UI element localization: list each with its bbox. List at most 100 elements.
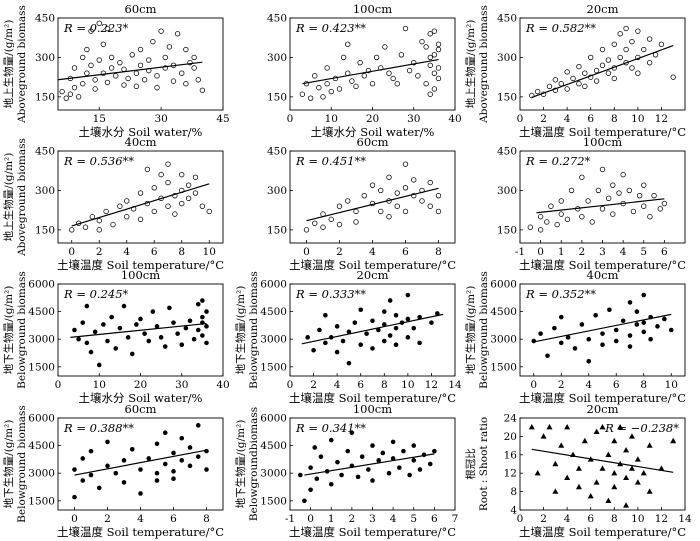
y-axis-label-en: Aboveground biomass <box>478 5 490 124</box>
data-point <box>183 325 189 331</box>
x-tick-label: 10 <box>203 246 216 258</box>
data-point <box>298 472 303 478</box>
y-tick-label: 8 <box>510 486 517 498</box>
x-tick-label: 6 <box>613 379 620 391</box>
data-point <box>386 470 392 476</box>
data-point <box>552 77 559 83</box>
data-point <box>154 478 160 483</box>
y-axis-label-cn: 地下生物量/(g/m²) <box>2 420 15 509</box>
data-point <box>554 221 560 228</box>
data-point <box>546 424 553 430</box>
y-tick-label: 300 <box>267 52 287 64</box>
data-point <box>528 424 535 430</box>
x-tick-label: 0 <box>287 113 294 125</box>
y-tick-label: 150 <box>35 91 55 103</box>
x-tick-label: 4 <box>123 246 130 258</box>
data-point <box>435 65 442 71</box>
data-point <box>419 198 425 204</box>
regression-line <box>531 448 674 473</box>
data-point <box>381 322 387 327</box>
data-point <box>647 214 653 220</box>
data-point <box>564 69 570 75</box>
data-point <box>117 60 123 66</box>
x-tick-label: 0 <box>71 513 78 525</box>
x-tick-label: 12 <box>425 379 438 391</box>
data-point <box>386 70 392 76</box>
data-point <box>611 437 618 444</box>
data-point <box>380 450 386 456</box>
x-tick-label: 2 <box>540 513 547 525</box>
data-point <box>370 318 375 324</box>
data-point <box>353 83 359 90</box>
data-point <box>628 433 635 439</box>
data-point <box>620 171 626 178</box>
y-tick-label: 300 <box>35 185 55 197</box>
data-point <box>670 437 677 444</box>
r-value: R = −0.238* <box>604 421 679 435</box>
data-point <box>124 214 130 220</box>
y-tick-label: 4500 <box>260 440 287 452</box>
data-point <box>369 81 376 87</box>
data-point <box>89 214 96 220</box>
data-point <box>586 358 592 364</box>
x-tick-label: 1 <box>558 246 565 258</box>
y-axis-label-cn: 地下生物量/(g/m²) <box>234 286 247 375</box>
data-point <box>162 344 168 349</box>
data-point <box>185 182 192 188</box>
y-tick-label: 3000 <box>28 468 55 480</box>
x-tick-label: 4 <box>585 379 592 391</box>
data-point <box>353 219 359 225</box>
data-point <box>88 28 94 34</box>
regression-line <box>301 313 444 345</box>
x-tick-label: 4 <box>390 513 397 525</box>
data-point <box>582 70 588 76</box>
data-point <box>629 38 635 45</box>
data-point <box>69 227 75 233</box>
data-point <box>340 338 346 344</box>
data-point <box>599 206 606 212</box>
y-tick-label: 3000 <box>260 334 287 346</box>
panel-title: 60cm <box>125 402 157 416</box>
y-tick-label: 6000 <box>28 413 55 425</box>
data-point <box>172 211 178 217</box>
x-tick-label: 12 <box>655 513 668 525</box>
data-point <box>206 208 212 215</box>
y-axis-label-en: Aboveground biomass <box>16 5 28 124</box>
data-point <box>323 312 328 318</box>
data-point <box>581 437 588 444</box>
data-point <box>558 442 565 448</box>
data-point <box>646 442 653 448</box>
data-point <box>179 171 185 178</box>
data-point <box>357 60 363 66</box>
plot-frame <box>289 283 456 377</box>
data-point <box>72 327 77 333</box>
y-tick-label: 1500 <box>260 361 287 373</box>
data-point <box>427 461 433 467</box>
y-axis-label-en: Belowgroundbiomass <box>248 407 260 521</box>
y-tick-label: 1500 <box>260 495 287 507</box>
data-point <box>662 316 667 322</box>
data-point <box>96 20 102 26</box>
data-point <box>402 25 409 32</box>
data-point <box>600 342 605 348</box>
data-point <box>334 324 340 329</box>
data-point <box>339 472 344 478</box>
data-point <box>417 467 423 472</box>
data-point <box>204 324 209 329</box>
panel-title: 100cm <box>121 268 160 282</box>
data-point <box>82 224 89 230</box>
x-tick-label: 2 <box>579 246 586 258</box>
data-point <box>358 342 364 348</box>
data-point <box>641 46 647 53</box>
data-point <box>105 338 110 344</box>
x-tick-label: 0 <box>303 246 310 258</box>
data-point <box>411 458 417 463</box>
r-value: R = 0.388** <box>63 421 134 435</box>
data-point <box>71 65 78 71</box>
x-axis-label: 土壤水分 Soil water/% <box>79 391 203 405</box>
x-tick-label: 4 <box>369 246 376 258</box>
data-point <box>179 70 185 76</box>
data-point <box>192 174 199 180</box>
data-point <box>158 171 164 178</box>
